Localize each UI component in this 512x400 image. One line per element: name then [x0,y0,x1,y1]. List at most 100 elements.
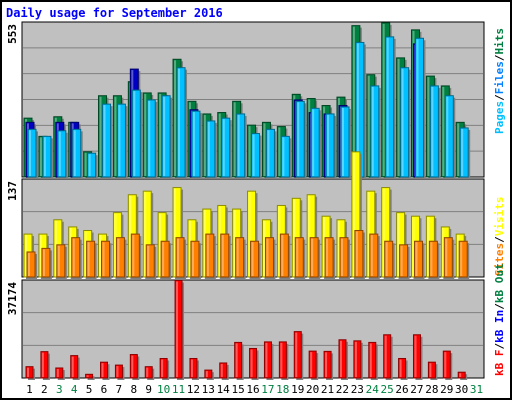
sites-bar [71,237,82,279]
files-bar-fill [236,113,246,178]
sites-bar [339,237,350,279]
sites-bar [309,237,321,279]
kbytes-bar [129,354,140,380]
sites-bar-fill [41,247,51,278]
day-label: 11 [172,383,185,396]
hits-bar-highlight [442,86,445,176]
sites-bar-fill [443,237,453,278]
kbytes-bar [293,331,304,380]
legend-visits: Sites/Visits [493,197,506,277]
files-bar [265,128,277,179]
ymax-label-hits-files-pages: 553 [6,24,19,44]
sites-bar [413,240,425,279]
kbytes-bar-fill [234,341,243,379]
sites-bar-highlight [102,242,105,276]
sites-bar-fill [26,251,36,278]
hits-bar-highlight [352,26,355,176]
sites-bar [354,230,365,279]
sites-bar-fill [130,233,140,278]
files-bar-fill [42,135,52,178]
sites-bar-highlight [42,249,45,276]
visits-bar-highlight [159,213,162,276]
files-bar-highlight [178,68,181,176]
kbytes-bar [427,361,438,380]
files-bar [161,95,173,179]
day-label: 21 [321,383,334,396]
hits-bar-highlight [144,93,147,176]
files-bar [385,36,396,180]
kbytes-bar-highlight [369,343,372,377]
hits-bar-highlight [248,126,251,176]
files-bar [370,85,381,179]
day-label: 15 [231,383,244,396]
files-bar [146,99,158,179]
files-bar-highlight [327,114,330,176]
files-bar-highlight [297,102,300,176]
kbytes-bar-fill [85,373,94,379]
sites-bar [26,251,37,279]
kbytes-bar-highlight [295,332,298,377]
day-label: 13 [202,383,215,396]
visits-bar-highlight [203,210,206,276]
hits-bar-highlight [174,60,177,176]
files-bar [414,37,426,180]
files-bar [400,67,411,179]
day-label: 6 [101,383,108,396]
chart-title: Daily usage for September 2016 [6,6,223,20]
day-label: 9 [145,383,152,396]
kbytes-bar [383,334,393,380]
files-bar-highlight [222,119,225,176]
sites-bar [428,240,440,279]
hits-bar-highlight [203,114,206,176]
day-label: 23 [351,383,364,396]
kbytes-bar [368,341,378,380]
kbytes-bar-fill [278,341,287,379]
legend-item: kB F [493,350,506,377]
files-bar-fill [116,103,126,178]
files-bar-highlight [267,130,270,176]
sites-bar [458,240,470,279]
sites-bar-highlight [191,242,194,276]
kbytes-bar [323,350,334,380]
sites-bar [235,237,246,279]
files-bar-highlight [416,39,419,177]
kbytes-bar-fill [308,350,317,379]
kbytes-bar-highlight [459,373,462,377]
files-bar-fill [400,67,410,178]
sites-bar-fill [324,237,334,278]
visits-bar-highlight [99,235,102,276]
visits-bar-highlight [367,192,370,276]
visits-bar-highlight [84,231,87,276]
day-label: 3 [56,383,63,396]
day-label: 8 [130,383,137,396]
legend-separator: / [493,54,506,61]
kbytes-bar-fill [159,357,168,379]
sites-bar-highlight [296,238,299,276]
legend-item: Pages [493,101,506,134]
kbytes-bar-fill [55,367,64,379]
sites-bar-highlight [57,245,60,276]
visits-bar-highlight [427,217,430,276]
kbytes-bar-highlight [41,352,44,377]
files-bar-highlight [192,112,195,176]
files-bar-fill [131,89,141,178]
sites-bar [86,240,97,279]
files-bar-fill [310,107,320,178]
files-bar-highlight [43,137,46,176]
hits-bar-highlight [367,75,370,176]
files-bar [325,113,337,179]
kbytes-bar [100,361,110,380]
visits-bar-highlight [397,213,400,276]
sites-bar-fill [369,233,379,278]
hits-bar-highlight [382,23,385,177]
visits-bar-highlight [54,220,57,276]
kbytes-bar [338,339,348,380]
hits-bar-highlight [427,77,430,176]
visits-bar-highlight [69,227,72,276]
day-label: 4 [71,383,78,396]
kbytes-bar [412,334,423,380]
sites-bar-highlight [415,242,418,276]
sites-bar-highlight [117,238,120,276]
sites-bar-highlight [206,235,209,276]
files-bar [295,100,307,179]
